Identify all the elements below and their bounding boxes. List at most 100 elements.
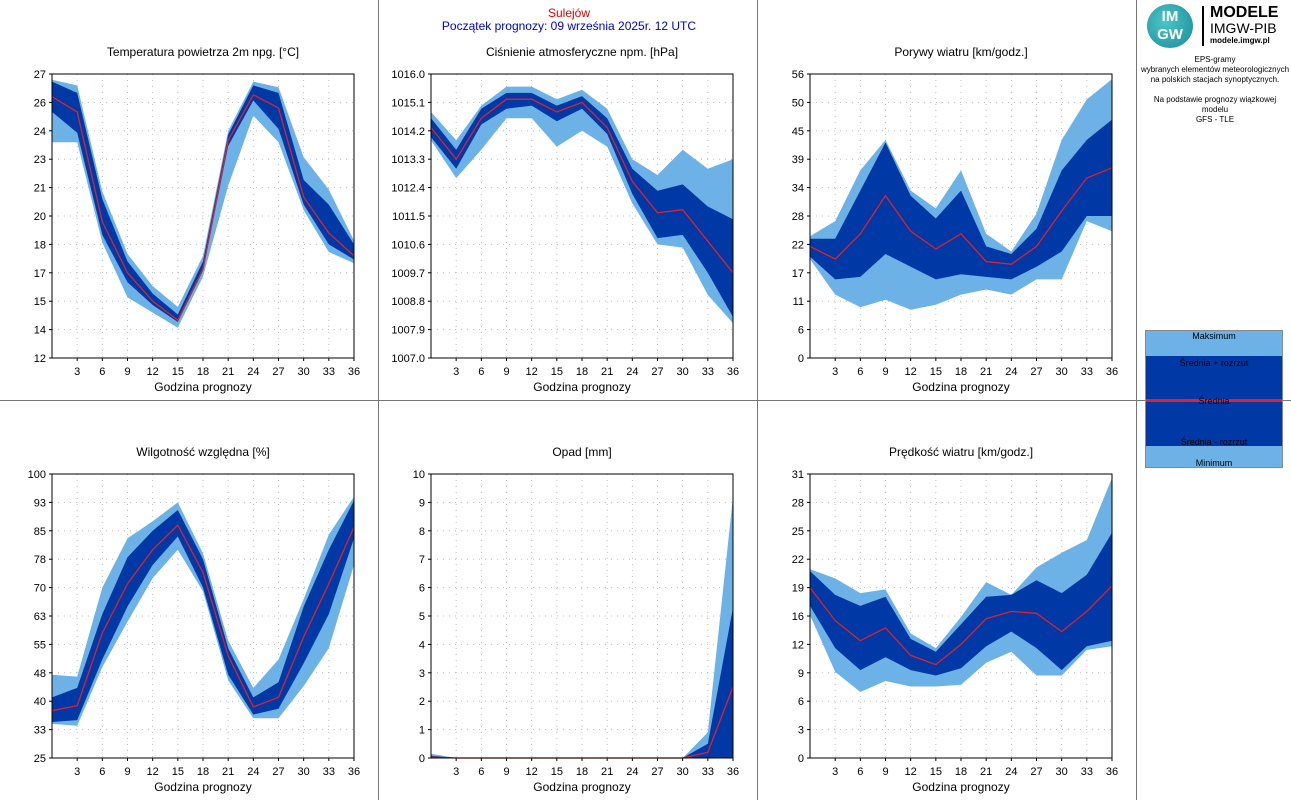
x-tick-label: 3	[832, 766, 838, 778]
chart-panel-2: Ciśnienie atmosferyczne npm. [hPa] 1007.0…	[391, 45, 739, 394]
x-tick-label: 9	[124, 366, 130, 378]
x-axis-label: Godzina prognozy	[154, 780, 251, 794]
x-axis-label: Godzina prognozy	[533, 780, 630, 794]
y-tick-label: 3	[798, 725, 804, 737]
y-tick-label: 31	[792, 469, 804, 481]
legend-min-band	[1145, 446, 1283, 468]
mean-line	[430, 686, 734, 759]
legend-minus-label: Średnia - rozrzut	[1180, 437, 1248, 447]
x-tick-label: 9	[503, 366, 509, 378]
x-axis-label: Godzina prognozy	[912, 380, 1009, 394]
mean-line	[51, 93, 355, 322]
logo-mark-line2: GW	[1157, 26, 1183, 43]
y-tick-label: 15	[34, 296, 46, 308]
x-tick-label: 24	[626, 766, 638, 778]
y-tick-label: 0	[798, 353, 804, 365]
logo-divider	[1202, 6, 1204, 46]
x-tick-label: 30	[1056, 766, 1068, 778]
y-tick-label: 22	[792, 554, 804, 566]
legend-plus-label: Średnia + rozrzut	[1179, 358, 1249, 368]
y-tick-label: 28	[792, 211, 804, 223]
y-tick-label: 100	[28, 469, 46, 481]
x-tick-label: 30	[677, 366, 689, 378]
spread-band	[431, 92, 733, 318]
mean-line	[430, 98, 734, 274]
y-tick-label: 6	[798, 696, 804, 708]
x-axis-label: Godzina prognozy	[912, 780, 1009, 794]
x-tick-label: 18	[955, 366, 967, 378]
x-tick-label: 36	[1106, 366, 1118, 378]
y-tick-label: 4	[419, 639, 425, 651]
y-tick-label: 1007.9	[391, 325, 425, 337]
x-tick-label: 27	[1030, 366, 1042, 378]
y-tick-label: 8	[419, 526, 425, 538]
x-tick-label: 9	[124, 766, 130, 778]
x-tick-label: 30	[677, 766, 689, 778]
x-tick-label: 18	[197, 766, 209, 778]
legend-mean-line	[1145, 399, 1283, 402]
y-tick-label: 7	[419, 554, 425, 566]
x-tick-label: 24	[1005, 366, 1017, 378]
legend-mean-label: Średnia	[1198, 396, 1230, 406]
y-tick-label: 19	[792, 583, 804, 595]
imgw-logo-mark: IM GW	[1147, 4, 1193, 48]
x-tick-label: 21	[601, 766, 613, 778]
y-tick-label: 6	[419, 583, 425, 595]
legend-swatch	[1145, 330, 1283, 468]
forecast-header: Sulejów Początek prognozy: 09 września 2…	[380, 7, 758, 33]
y-tick-label: 1010.6	[391, 239, 425, 251]
chart-title: Wilgotność względna [%]	[136, 445, 269, 459]
y-tick-label: 56	[792, 69, 804, 81]
y-tick-label: 9	[798, 668, 804, 680]
x-tick-label: 33	[1081, 366, 1093, 378]
x-tick-label: 15	[930, 766, 942, 778]
x-tick-label: 12	[147, 766, 159, 778]
chart-panel-3: Porywy wiatru [km/godz.]0611172228343945…	[792, 45, 1118, 394]
x-tick-label: 21	[222, 366, 234, 378]
y-tick-label: 93	[34, 497, 46, 509]
x-tick-label: 21	[222, 766, 234, 778]
description-line: EPS-gramy	[1194, 55, 1236, 64]
x-tick-label: 36	[348, 366, 360, 378]
x-tick-label: 6	[857, 366, 863, 378]
legend-max-label: Maksimum	[1192, 331, 1236, 341]
y-tick-label: 9	[419, 497, 425, 509]
x-tick-label: 3	[74, 366, 80, 378]
x-tick-label: 9	[882, 366, 888, 378]
x-tick-label: 12	[526, 766, 538, 778]
x-tick-label: 33	[323, 766, 335, 778]
x-tick-label: 27	[1030, 766, 1042, 778]
description-line: wybranych elementów meteorologicznych	[1140, 65, 1290, 74]
chart-panel-6: Prędkość wiatru [km/godz.]03691216192225…	[792, 445, 1118, 794]
logo-title: MODELE	[1210, 4, 1279, 21]
y-tick-label: 17	[792, 268, 804, 280]
y-tick-label: 55	[34, 639, 46, 651]
y-tick-label: 0	[419, 753, 425, 765]
x-axis-label: Godzina prognozy	[154, 380, 251, 394]
x-tick-label: 33	[1081, 766, 1093, 778]
imgw-logo: IM GW MODELE IMGW-PIB modele.imgw.pl	[1145, 2, 1289, 50]
y-tick-label: 78	[34, 554, 46, 566]
x-tick-label: 18	[576, 366, 588, 378]
y-tick-label: 26	[34, 97, 46, 109]
chart-panel-1: Temperatura powietrza 2m npg. [°C] 12 14 15…	[34, 45, 360, 394]
description: EPS-gramy wybranych elementów meteorolog…	[1140, 55, 1290, 125]
x-tick-label: 15	[551, 766, 563, 778]
x-tick-label: 15	[551, 366, 563, 378]
y-tick-label: 5	[419, 611, 425, 623]
x-tick-label: 3	[74, 766, 80, 778]
x-tick-label: 36	[727, 766, 739, 778]
y-tick-label: 17	[34, 268, 46, 280]
y-tick-label: 23	[34, 154, 46, 166]
legend-min-label: Minimum	[1195, 458, 1233, 468]
x-tick-label: 30	[298, 766, 310, 778]
y-tick-label: 22	[792, 239, 804, 251]
forecast-start: Początek prognozy: 09 września 2025r. 12…	[441, 19, 697, 33]
x-tick-label: 15	[930, 366, 942, 378]
x-tick-label: 12	[905, 766, 917, 778]
mean-line	[51, 524, 355, 712]
x-tick-label: 30	[1056, 366, 1068, 378]
y-tick-label: 39	[792, 154, 804, 166]
x-tick-label: 24	[247, 766, 259, 778]
